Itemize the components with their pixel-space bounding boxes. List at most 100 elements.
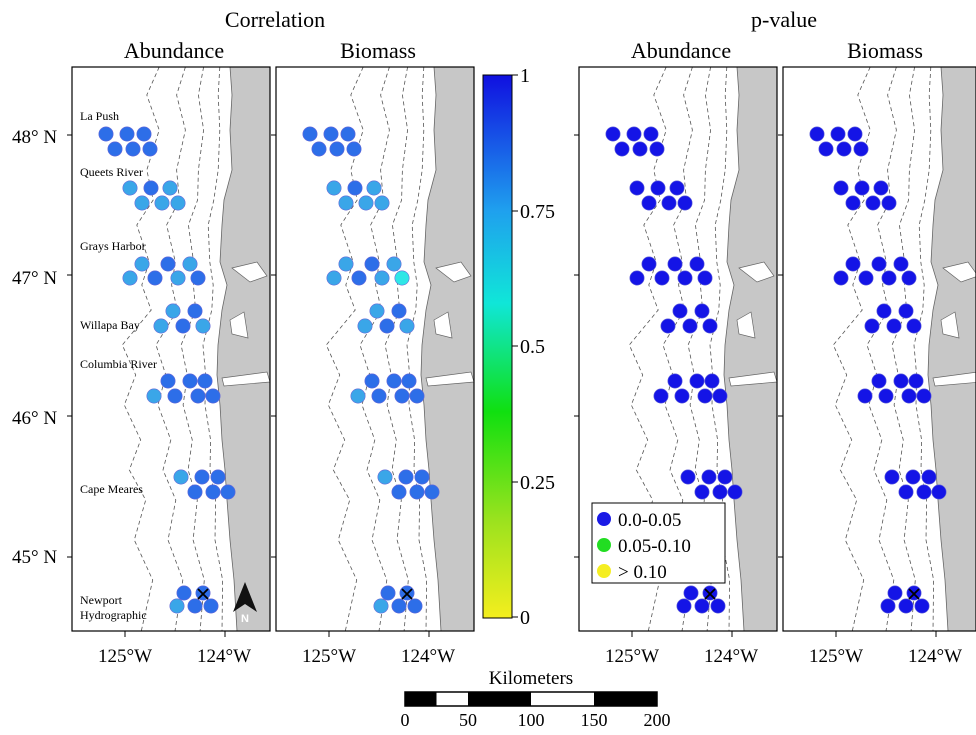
longitude-labels: 125°W 124°W 125°W 124°W 125°W 124°W 125°… [98, 646, 962, 667]
corr-biomass-heading: Biomass [340, 38, 416, 63]
north-arrow-label: N [241, 613, 249, 625]
scale-bar: Kilometers 0 50 100 150 200 [401, 668, 671, 730]
site-label-queets-river: Queets River [80, 165, 143, 179]
lon-label-124-a: 124°W [197, 646, 251, 667]
station-dot [853, 141, 869, 157]
station-dot [898, 303, 914, 319]
station-dot [134, 195, 150, 211]
north-arrow-icon: N [233, 582, 257, 625]
station-dot [409, 484, 425, 500]
station-dot [147, 270, 163, 286]
station-dot [136, 126, 152, 142]
station-dot [386, 256, 402, 272]
station-dot [165, 303, 181, 319]
station-dot [205, 388, 221, 404]
station-dot [916, 388, 932, 404]
station-dot [399, 318, 415, 334]
station-dot [694, 598, 710, 614]
station-dot [881, 270, 897, 286]
lon-label-125-a: 125°W [98, 646, 152, 667]
station-dot [323, 126, 339, 142]
station-dot [358, 195, 374, 211]
station-dot [694, 303, 710, 319]
station-dot [98, 126, 114, 142]
station-dot [809, 126, 825, 142]
station-dot [712, 484, 728, 500]
station-dot [346, 141, 362, 157]
station-dot [371, 388, 387, 404]
legend-label-nonsig: > 0.10 [618, 562, 667, 583]
station-dot [689, 373, 705, 389]
station-dot [908, 373, 924, 389]
station-dot [134, 256, 150, 272]
station-dot [833, 180, 849, 196]
station-dot [146, 388, 162, 404]
station-dot [173, 469, 189, 485]
station-dot [833, 270, 849, 286]
station-dot [197, 373, 213, 389]
legend-label-marginal: 0.05-0.10 [618, 536, 691, 557]
scale-tick-200: 200 [644, 710, 671, 730]
station-dot [391, 303, 407, 319]
lat-label-45: 45° N [12, 547, 57, 568]
station-dot [143, 180, 159, 196]
station-dot [160, 373, 176, 389]
legend-swatch-marginal [597, 538, 611, 552]
station-dot [893, 373, 909, 389]
station-dot [886, 318, 902, 334]
site-label-grays-harbor: Grays Harbor [80, 239, 146, 253]
station-dot [398, 469, 414, 485]
station-dot [871, 373, 887, 389]
station-dot [697, 270, 713, 286]
station-dot [122, 180, 138, 196]
x-marker-icon [704, 588, 716, 600]
pvalue-legend: 0.0-0.05 0.05-0.10 > 0.10 [591, 502, 726, 584]
station-dot [347, 180, 363, 196]
station-dot [884, 469, 900, 485]
station-dot [350, 388, 366, 404]
station-dot [374, 195, 390, 211]
station-dot [394, 270, 410, 286]
station-dot [649, 141, 665, 157]
pval-biomass-heading: Biomass [847, 38, 923, 63]
station-dot [830, 126, 846, 142]
station-dot [386, 373, 402, 389]
station-dot [672, 303, 688, 319]
station-dot [122, 270, 138, 286]
station-dot [329, 141, 345, 157]
station-dot [906, 318, 922, 334]
station-dot [878, 388, 894, 404]
station-dot [366, 180, 382, 196]
colorbar-tick-075: 0.75 [520, 201, 555, 223]
station-dot [689, 256, 705, 272]
station-dot [424, 484, 440, 500]
corr-abundance-map-panel [67, 66, 271, 637]
station-dot [847, 126, 863, 142]
station-dot [210, 469, 226, 485]
station-dot [338, 195, 354, 211]
station-dot [326, 270, 342, 286]
station-dot [182, 256, 198, 272]
lon-label-125-b: 125°W [302, 646, 356, 667]
site-labels: La Push Queets River Grays Harbor Willap… [80, 109, 157, 622]
station-dot [677, 195, 693, 211]
colorbar-tick-05: 0.5 [520, 336, 545, 358]
station-dot [369, 303, 385, 319]
station-dot [901, 388, 917, 404]
station-dot [641, 256, 657, 272]
station-dot [357, 318, 373, 334]
station-dot [854, 180, 870, 196]
colorbar-tick-0: 0 [520, 607, 530, 629]
station-dot [351, 270, 367, 286]
station-dot [380, 585, 396, 601]
station-dot [373, 598, 389, 614]
station-dot [187, 484, 203, 500]
station-dot [340, 126, 356, 142]
colorbar-tick-025: 0.25 [520, 472, 555, 494]
legend-swatch-nonsig [597, 564, 611, 578]
lat-label-48: 48° N [12, 127, 57, 148]
legend-swatch-sig [597, 512, 611, 526]
station-dot [187, 598, 203, 614]
station-dot [661, 195, 677, 211]
site-label-newport: Newport [80, 593, 123, 607]
